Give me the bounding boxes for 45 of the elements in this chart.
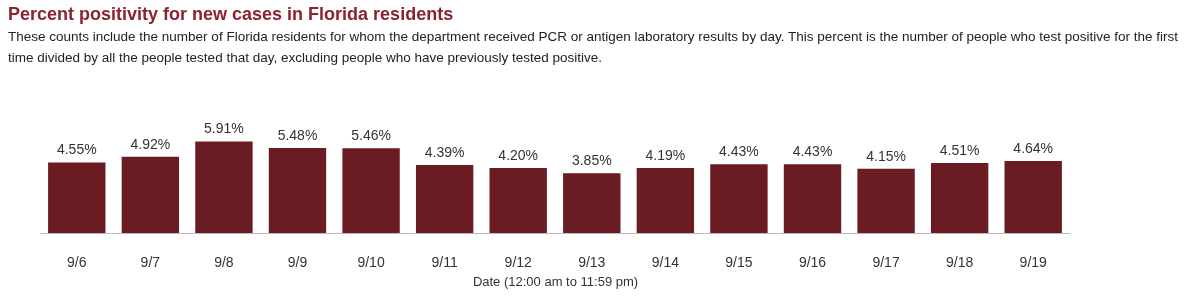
- x-axis-title: Date (12:00 am to 11:59 pm): [472, 273, 639, 289]
- data-label: 4.43%: [719, 143, 759, 160]
- x-tick-label: 9/8: [214, 253, 234, 270]
- bar: [48, 162, 106, 233]
- x-tick-label: 9/17: [872, 253, 900, 270]
- data-label: 4.20%: [498, 146, 539, 163]
- bar: [342, 148, 400, 233]
- bar: [710, 164, 768, 233]
- x-tick-label: 9/10: [357, 253, 385, 270]
- x-tick-label: 9/14: [651, 253, 680, 270]
- x-tick-label: 9/15: [725, 253, 753, 270]
- data-label: 4.51%: [939, 142, 980, 159]
- bar: [268, 148, 327, 233]
- data-label: 4.55%: [56, 141, 97, 158]
- x-tick-label: 9/6: [67, 253, 87, 270]
- x-tick-label: 9/19: [1019, 253, 1048, 270]
- x-tick-label: 9/11: [431, 253, 458, 270]
- data-label: 5.91%: [204, 120, 244, 137]
- data-label: 5.46%: [351, 127, 391, 144]
- bar: [930, 163, 989, 233]
- bar: [857, 168, 915, 233]
- x-tick-label: 9/16: [798, 253, 827, 270]
- data-label: 4.19%: [645, 147, 686, 164]
- bar: [195, 141, 253, 233]
- bar: [415, 164, 474, 233]
- data-label: 4.39%: [424, 143, 465, 160]
- data-label: 4.64%: [1013, 140, 1054, 157]
- x-tick-label: 9/12: [504, 253, 533, 270]
- data-label: 4.92%: [130, 135, 171, 152]
- bar: [489, 167, 547, 233]
- data-label: 3.85%: [571, 152, 612, 169]
- data-label: 4.43%: [792, 143, 833, 160]
- bar: [1004, 161, 1062, 233]
- bar: [636, 168, 695, 233]
- bar: [783, 164, 842, 233]
- x-tick-label: 9/13: [578, 253, 606, 270]
- data-label: 4.15%: [866, 147, 906, 164]
- chart-title: Percent positivity for new cases in Florida residents: [8, 3, 454, 24]
- x-tick-label: 9/7: [140, 253, 161, 270]
- bar: [121, 156, 180, 233]
- x-tick-label: 9/18: [946, 253, 974, 270]
- bar: [563, 173, 621, 233]
- x-tick-label: 9/9: [287, 253, 308, 270]
- data-label: 5.48%: [277, 127, 318, 144]
- chart-subtitle: These counts include the number of Florida residents for whom the department received PCR or antigen laboratory results by day. This percent is the number of people who test positive for the first time divided by all the people tested that day, excluding people who have previously tested positive.: [8, 28, 1179, 65]
